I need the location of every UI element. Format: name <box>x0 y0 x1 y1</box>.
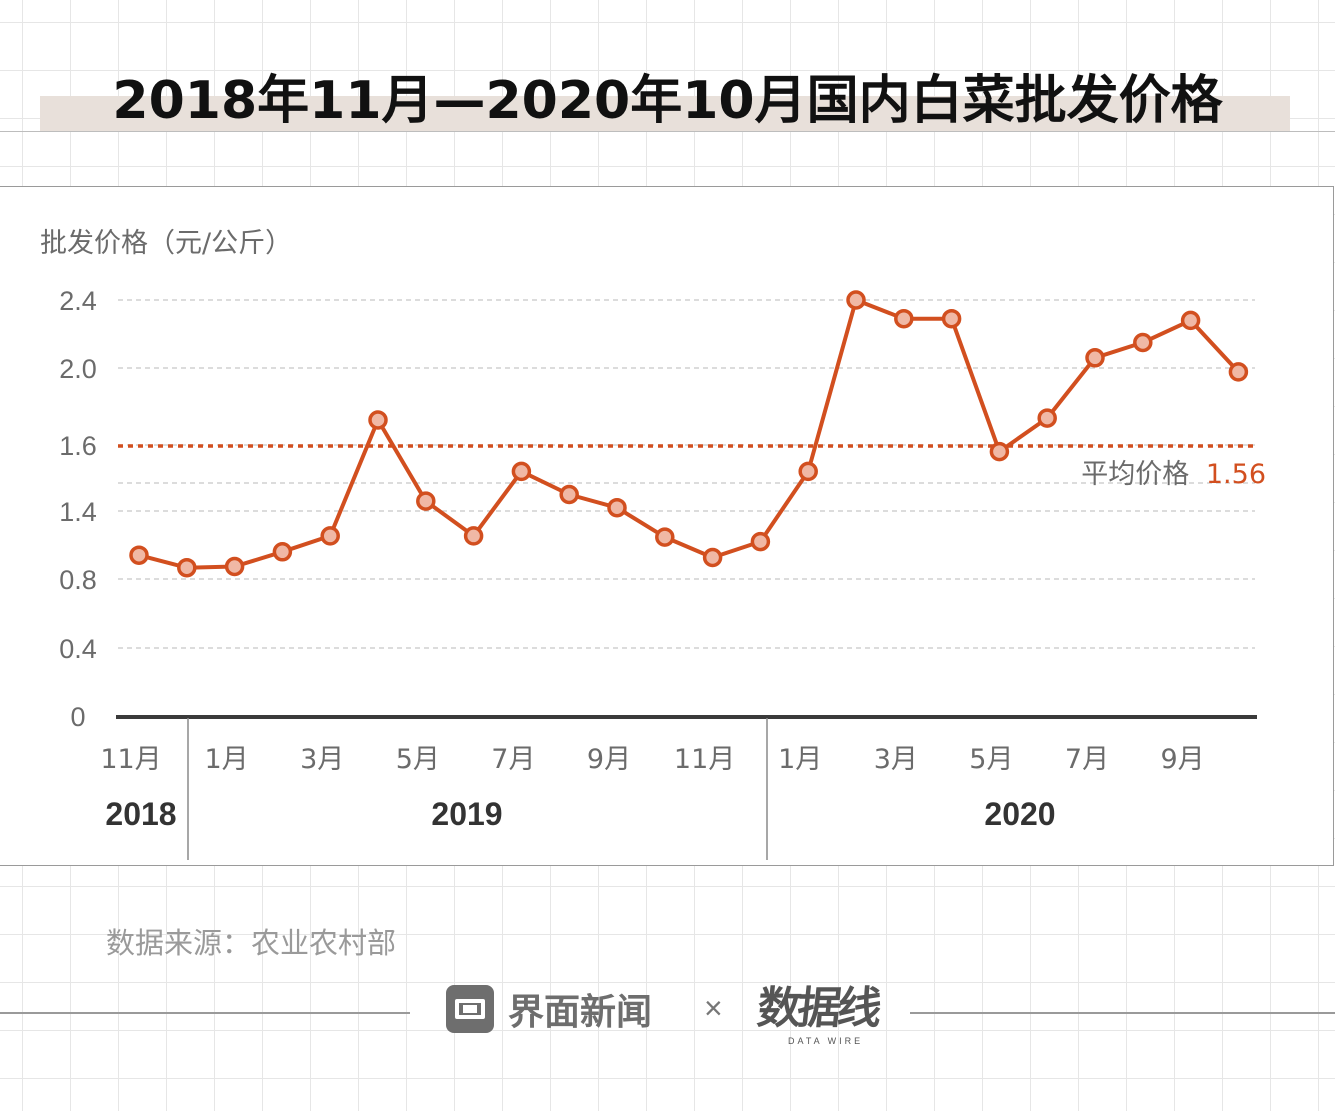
x-tick-label: 11月 <box>674 744 735 775</box>
y-tick-label: 0.4 <box>59 634 97 664</box>
y-tick-label: 0.8 <box>59 565 97 595</box>
y-tick-label: 1.6 <box>59 431 97 461</box>
series-line <box>138 298 1240 570</box>
data-point <box>1180 310 1201 331</box>
source-note: 数据来源：农业农村部 <box>106 926 397 960</box>
title-band <box>40 96 1290 132</box>
x-tick-label: 9月 <box>1161 744 1205 775</box>
x-tick-label: 1月 <box>778 744 822 775</box>
data-point <box>559 484 579 505</box>
x-ticks: 11月 1月 3月 5月 7月 9月 11月 1月 3月 5月 7月 9月 <box>100 744 1204 775</box>
average-label: 平均价格 1.56 <box>1081 459 1266 490</box>
chart-panel <box>0 186 1334 866</box>
x-tick-label: 9月 <box>587 744 631 775</box>
y-tick-label: 2.0 <box>59 354 97 384</box>
x-tick-label: 5月 <box>969 744 1013 775</box>
footer-rule-right <box>910 1012 1335 1014</box>
x-tick-label: 1月 <box>205 744 249 775</box>
data-point <box>511 461 532 482</box>
data-point <box>416 491 436 511</box>
gridlines <box>118 299 1255 649</box>
data-point <box>224 556 245 577</box>
data-point <box>655 527 675 547</box>
y-ticks: 2.4 2.0 1.6 1.4 0.8 0.4 0 <box>59 286 97 732</box>
footer-rule-left <box>0 1012 410 1014</box>
data-point <box>894 308 914 329</box>
y-tick-label: 2.4 <box>59 286 97 316</box>
data-point <box>846 290 866 310</box>
data-point <box>320 526 340 546</box>
datawire-subtitle: DATA WIRE <box>788 1036 864 1046</box>
y-tick-label: 0 <box>70 702 85 732</box>
y-axis-label: 批发价格（元/公斤） <box>40 228 292 259</box>
data-point <box>750 531 771 552</box>
datawire-name: 数据线 <box>754 983 881 1034</box>
jiemian-brand: 界面新闻 <box>446 984 652 1034</box>
data-point <box>463 526 484 546</box>
x-tick-label: 11月 <box>100 744 161 775</box>
year-label: 2020 <box>984 796 1055 832</box>
x-tick-label: 7月 <box>1065 744 1109 775</box>
data-point <box>129 545 149 565</box>
average-label-text: 平均价格 <box>1081 459 1189 490</box>
title-rule <box>0 131 1335 132</box>
data-point <box>1085 348 1105 368</box>
times-sign: × <box>704 990 723 1026</box>
data-points <box>129 290 1249 578</box>
y-tick-label: 1.4 <box>59 497 97 527</box>
data-point <box>798 461 818 482</box>
data-point <box>989 441 1010 462</box>
x-tick-label: 5月 <box>396 744 440 775</box>
data-point <box>177 557 197 578</box>
data-point <box>272 542 293 562</box>
data-point <box>702 547 723 568</box>
year-label: 2019 <box>431 796 502 832</box>
datawire-brand: 数据线 DATA WIRE <box>755 972 888 1052</box>
data-point <box>368 410 388 430</box>
year-label: 2018 <box>105 796 176 832</box>
data-point <box>607 497 627 518</box>
average-value: 1.56 <box>1206 459 1266 490</box>
jiemian-name: 界面新闻 <box>508 992 653 1033</box>
data-point <box>1133 332 1153 353</box>
x-tick-label: 3月 <box>874 744 918 775</box>
x-tick-label: 3月 <box>300 744 344 775</box>
year-labels: 2018 2019 2020 <box>105 718 1056 860</box>
x-tick-label: 7月 <box>491 744 535 775</box>
data-point <box>1037 408 1057 428</box>
data-point <box>1228 362 1249 382</box>
data-point <box>941 308 962 329</box>
average-line-group: 平均价格 1.56 <box>118 444 1266 490</box>
chart-title: 2018年11月—2020年10月国内白菜批发价格 <box>112 71 1223 131</box>
jiemian-logo-icon <box>446 985 494 1033</box>
